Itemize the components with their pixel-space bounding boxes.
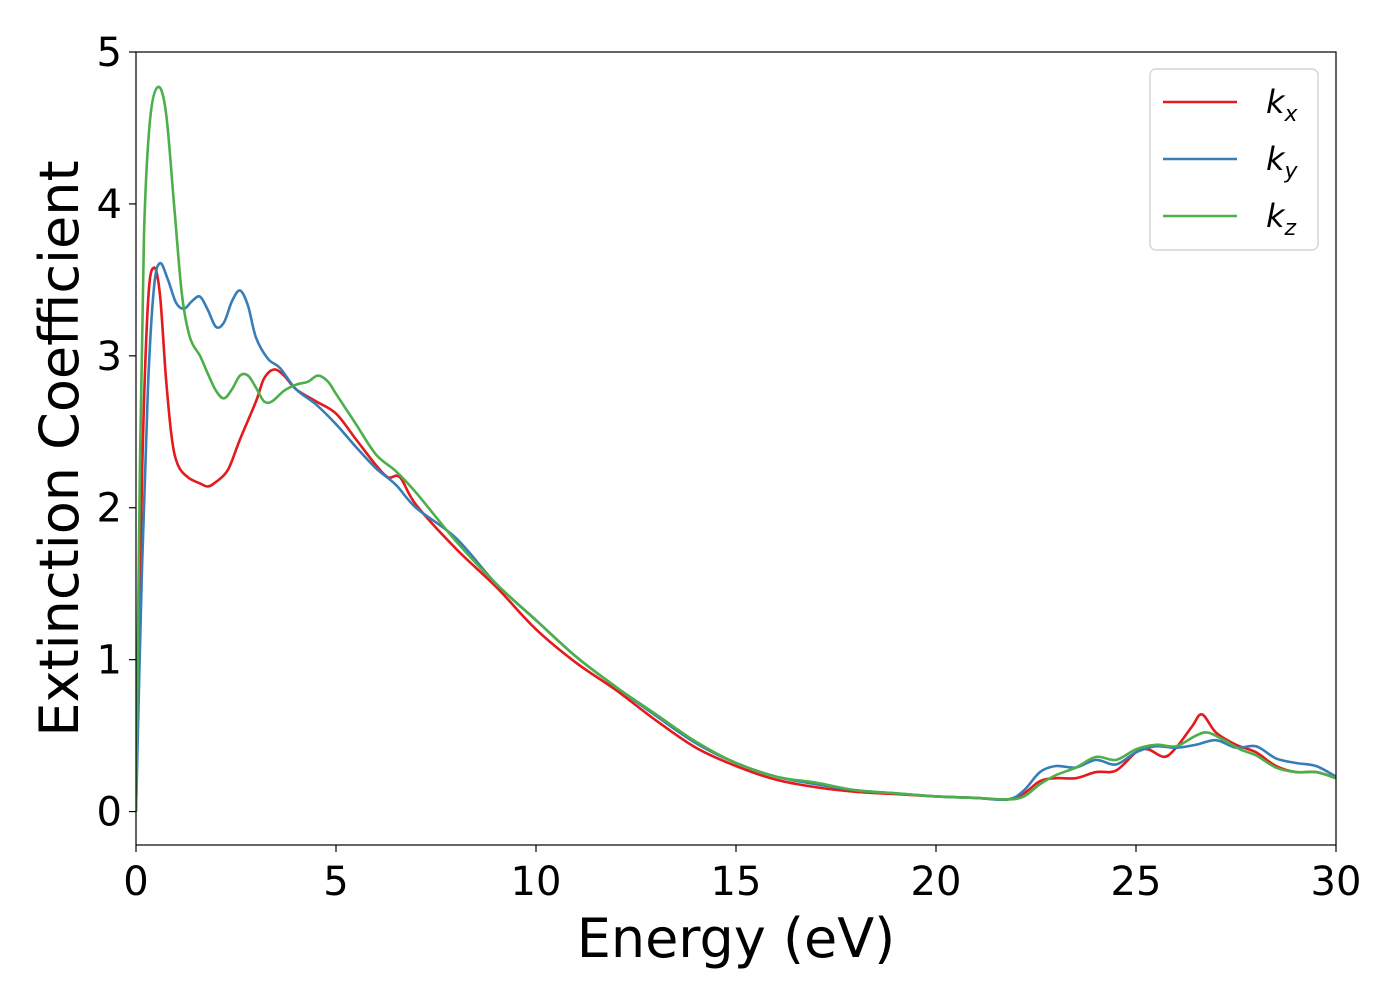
x-tick-label: 20 <box>911 859 962 905</box>
y-axis-label: Extinction Coefficient <box>28 160 91 736</box>
x-tick-label: 10 <box>511 859 562 905</box>
x-tick-label: 5 <box>323 859 348 905</box>
y-tick-label: 5 <box>97 30 122 76</box>
y-tick-label: 3 <box>97 334 122 380</box>
series-group <box>136 85 1336 812</box>
series-line-kz <box>136 85 1336 812</box>
y-tick-label: 1 <box>97 638 122 684</box>
x-axis: 0 5 10 15 20 25 30 <box>123 845 1361 905</box>
series-lines <box>136 85 1336 812</box>
x-axis-label: Energy (eV) <box>577 907 896 970</box>
x-tick-label: 0 <box>123 859 148 905</box>
x-tick-label: 15 <box>711 859 762 905</box>
y-tick-label: 4 <box>97 182 122 228</box>
y-tick-label: 2 <box>97 486 122 532</box>
x-tick-label: 30 <box>1311 859 1362 905</box>
y-tick-label: 0 <box>97 790 122 836</box>
series-line-ky <box>136 261 1336 812</box>
x-tick-label: 25 <box>1111 859 1162 905</box>
y-axis: 0 1 2 3 4 5 <box>97 30 136 836</box>
series-line-kx <box>136 266 1336 812</box>
